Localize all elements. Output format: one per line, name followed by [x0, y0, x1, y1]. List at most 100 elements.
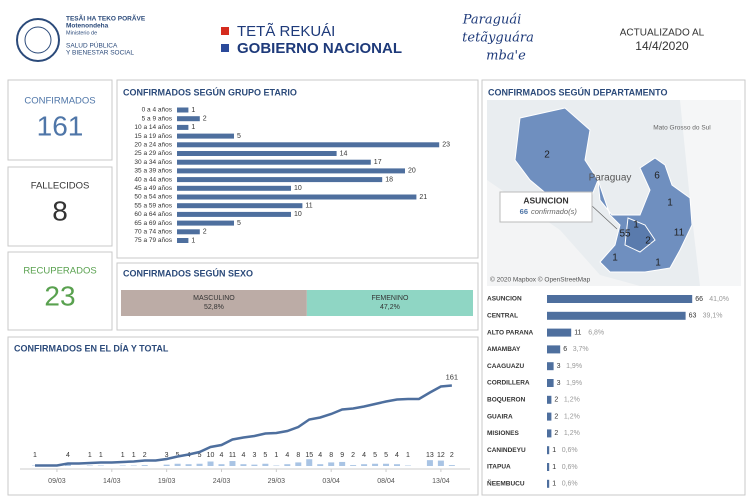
- bar: [547, 429, 552, 438]
- bar: [547, 412, 552, 421]
- daily-label: 5: [373, 452, 377, 459]
- daily-label: 1: [33, 452, 37, 459]
- daily-bar: [306, 459, 313, 466]
- slogan: Paraguái: [462, 13, 521, 28]
- category-label: 45 a 49 años: [134, 185, 172, 192]
- share-label: 1,2%: [564, 430, 580, 437]
- daily-label: 15: [305, 452, 313, 459]
- share-label: 0,6%: [562, 447, 578, 454]
- tooltip-pointer: [590, 204, 618, 230]
- daily-label: 9: [340, 452, 344, 459]
- daily-bar: [317, 464, 324, 466]
- place-label: Paraguay: [589, 173, 632, 184]
- daily-bar: [372, 463, 379, 466]
- panel-title: CONFIRMADOS SEGÚN SEXO: [123, 267, 253, 278]
- value-label: 3: [557, 363, 561, 370]
- kpi-card: [7, 251, 113, 331]
- share-label: 1,2%: [564, 413, 580, 420]
- bar: [547, 479, 550, 488]
- bar: [547, 295, 693, 303]
- panel-title: CONFIRMADOS SEGÚN DEPARTAMENTO: [488, 86, 668, 97]
- daily-bar: [350, 465, 357, 466]
- stacked-segment: [306, 290, 473, 316]
- x-tick-label: 09/03: [48, 478, 66, 485]
- value-label: 2: [203, 116, 207, 123]
- stacked-segment: [121, 290, 307, 316]
- daily-bar: [284, 464, 291, 466]
- map-region: [597, 157, 693, 273]
- bar: [177, 238, 189, 243]
- daily-bar: [383, 463, 390, 466]
- value-label: 63: [689, 313, 697, 320]
- value-label: 66: [695, 296, 703, 303]
- kpi-label: RECUPERADOS: [23, 266, 96, 277]
- daily-label: 13: [426, 452, 434, 459]
- category-label: 15 a 19 años: [134, 133, 172, 140]
- panel: [7, 336, 479, 496]
- bar: [547, 379, 554, 387]
- daily-bar: [240, 464, 247, 466]
- daily-label: 4: [318, 452, 322, 459]
- bar: [177, 159, 371, 165]
- bar: [177, 229, 200, 235]
- bar: [177, 116, 200, 122]
- daily-bar: [196, 463, 203, 466]
- kpi-card: [7, 79, 113, 161]
- kpi-value: 8: [52, 195, 68, 226]
- share-label: 0,6%: [562, 464, 578, 471]
- share-label: 41,0%: [709, 296, 729, 303]
- value-label: 6: [563, 346, 567, 353]
- share-label: 1,2%: [564, 397, 580, 404]
- bar: [177, 185, 291, 191]
- bar: [547, 362, 554, 371]
- daily-bar: [251, 464, 258, 466]
- bar: [547, 328, 572, 337]
- value-label: 1: [191, 124, 195, 131]
- daily-label: 4: [285, 452, 289, 459]
- daily-label: 12: [437, 452, 445, 459]
- bar: [177, 151, 337, 156]
- category-label: 20 a 24 años: [134, 142, 172, 149]
- category-label: 25 a 29 años: [134, 150, 172, 157]
- x-tick-label: 19/03: [158, 478, 176, 485]
- value-label: 23: [442, 142, 450, 149]
- bar: [177, 203, 303, 209]
- share-label: 1,9%: [566, 380, 582, 387]
- daily-label: 2: [351, 452, 355, 459]
- ministry-label: Ministerio de: [66, 30, 97, 36]
- value-label: 1: [552, 481, 556, 488]
- segment-value: 52,8%: [204, 304, 224, 311]
- bar: [177, 194, 417, 200]
- category-label: CAAGUAZU: [487, 363, 524, 370]
- daily-bar: [174, 463, 181, 466]
- category-label: CENTRAL: [487, 313, 518, 320]
- value-label: 5: [237, 133, 241, 140]
- bar: [177, 107, 189, 113]
- category-label: 5 a 9 años: [142, 115, 173, 122]
- daily-label: 2: [143, 452, 147, 459]
- value-label: 5: [237, 220, 241, 227]
- category-label: ALTO PARANA: [487, 329, 534, 336]
- daily-label: 1: [406, 452, 410, 459]
- x-tick-label: 08/04: [377, 478, 395, 485]
- bar: [547, 345, 561, 354]
- daily-label: 5: [263, 452, 267, 459]
- daily-bar: [229, 461, 236, 466]
- x-tick-label: 29/03: [268, 478, 286, 485]
- category-label: 55 a 59 años: [134, 202, 172, 209]
- attribution: © 2020 Mapbox © OpenStreetMap: [490, 276, 591, 284]
- category-label: 50 a 54 años: [134, 194, 172, 201]
- map-count: 1: [655, 258, 661, 269]
- map-region: [514, 107, 599, 206]
- daily-label: 11: [229, 452, 236, 459]
- bar: [547, 446, 550, 455]
- category-label: 65 a 69 años: [134, 220, 172, 227]
- header: TESÃI HA TEKO PORÃVE Motenondeha Ministe…: [16, 13, 705, 64]
- ministry-top: TESÃI HA TEKO PORÃVE: [66, 14, 146, 23]
- tooltip-count: 66: [520, 207, 528, 216]
- daily-label: 4: [395, 452, 399, 459]
- daily-label: 4: [220, 452, 224, 459]
- panel-title: CONFIRMADOS EN EL DÍA Y TOTAL: [14, 343, 169, 353]
- share-label: 39,1%: [703, 313, 723, 320]
